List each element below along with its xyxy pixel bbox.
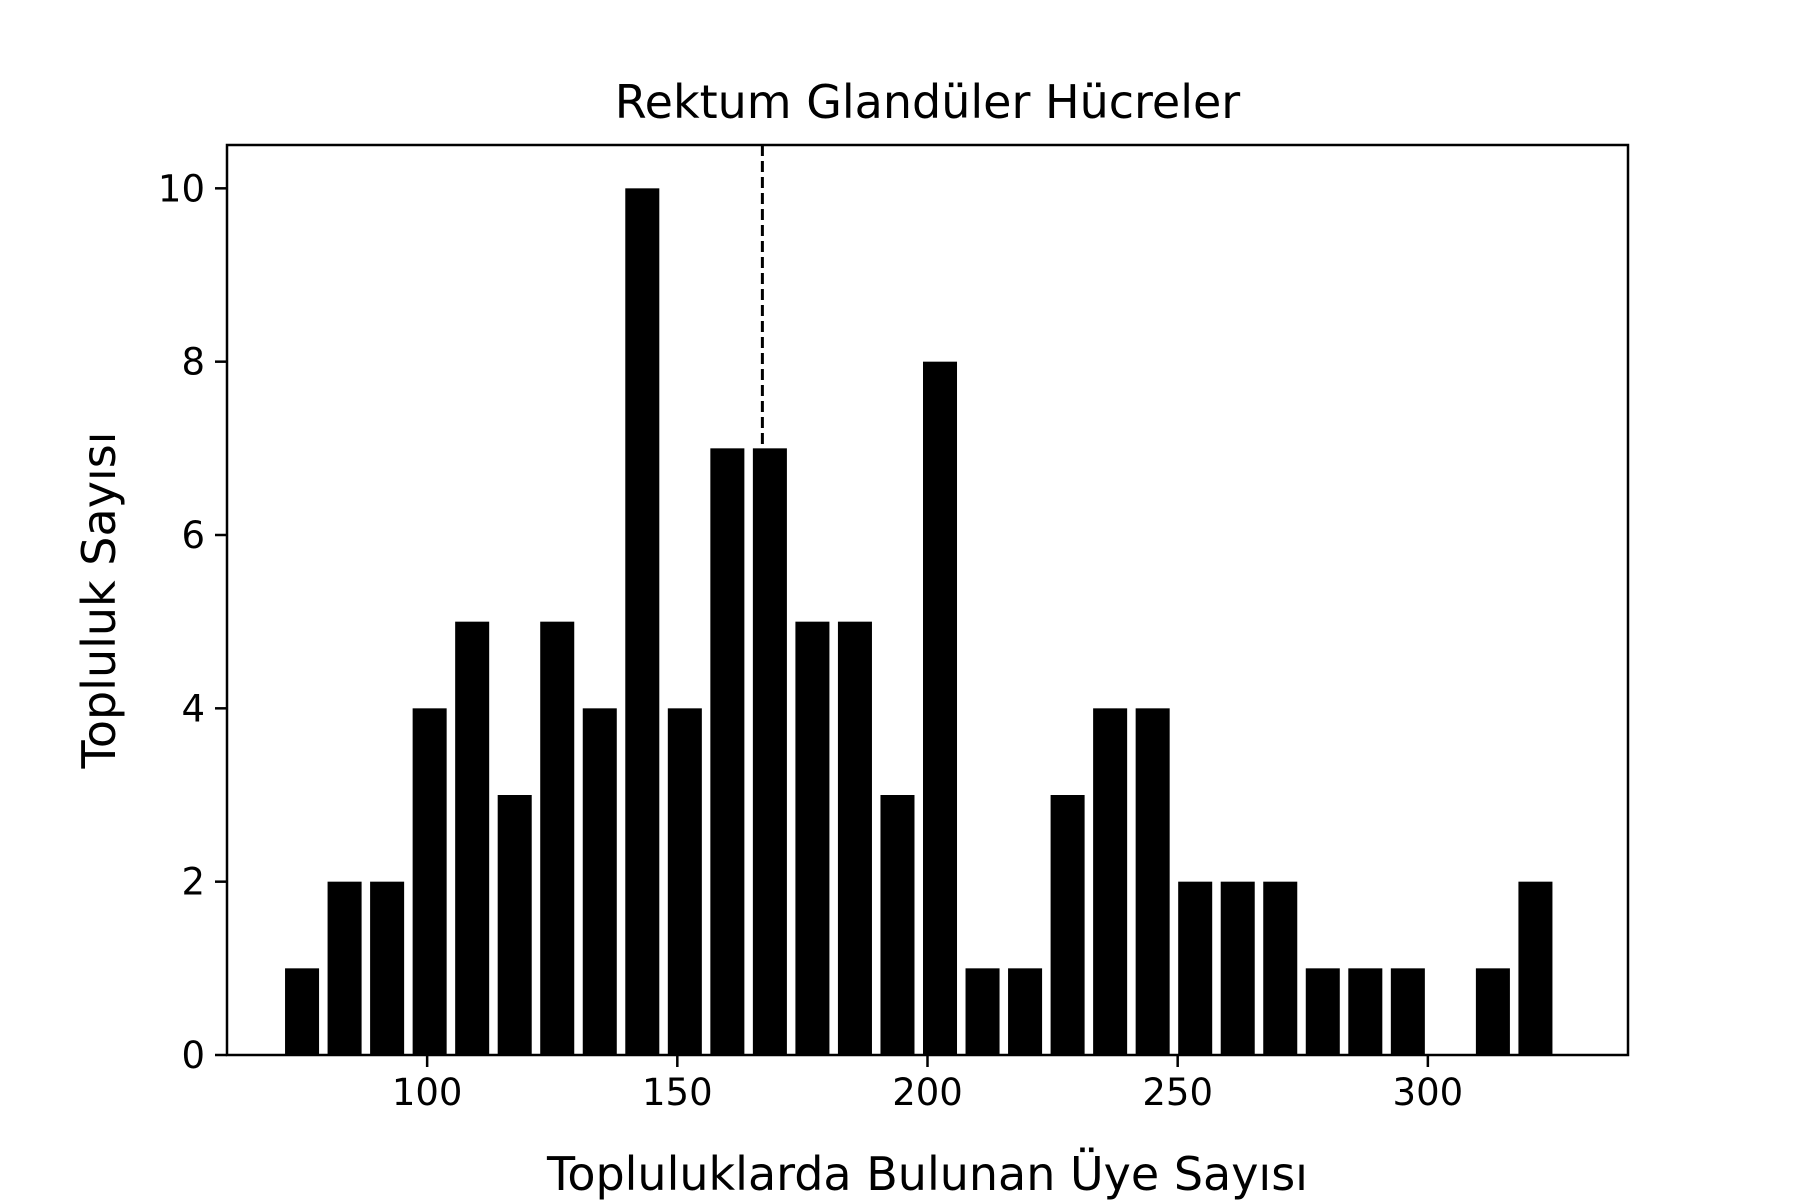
histogram-bar bbox=[285, 968, 320, 1055]
x-axis-label: Topluluklarda Bulunan Üye Sayısı bbox=[546, 1147, 1308, 1200]
histogram-bar bbox=[1305, 968, 1340, 1055]
y-axis-ticks: 0 2 4 6 8 10 bbox=[158, 167, 227, 1077]
y-tick-label: 2 bbox=[181, 861, 205, 904]
histogram-bar bbox=[370, 881, 405, 1055]
histogram-bar bbox=[1263, 881, 1298, 1055]
y-axis-label: Topluluk Sayısı bbox=[72, 432, 126, 770]
x-tick-label: 300 bbox=[1393, 1071, 1464, 1114]
histogram-bar bbox=[327, 881, 362, 1055]
x-tick-label: 200 bbox=[892, 1071, 963, 1114]
chart-title: Rektum Glandüler Hücreler bbox=[615, 75, 1241, 129]
histogram-bar bbox=[1008, 968, 1043, 1055]
y-tick-label: 0 bbox=[181, 1034, 205, 1077]
histogram-bar bbox=[1475, 968, 1510, 1055]
histogram-bar bbox=[455, 621, 490, 1055]
x-tick-label: 150 bbox=[642, 1071, 713, 1114]
histogram-bar bbox=[1348, 968, 1383, 1055]
x-axis-ticks: 100 150 200 250 300 bbox=[392, 1055, 1463, 1114]
histogram-bar bbox=[922, 361, 958, 1056]
histogram-bar bbox=[1135, 708, 1170, 1055]
histogram-bar bbox=[710, 448, 745, 1055]
x-tick-label: 250 bbox=[1142, 1071, 1213, 1114]
histogram-bar bbox=[795, 621, 830, 1055]
y-tick-label: 10 bbox=[158, 167, 205, 210]
histogram-bar bbox=[667, 708, 702, 1055]
y-tick-label: 4 bbox=[181, 687, 205, 730]
histogram-bar bbox=[1518, 881, 1553, 1055]
histogram-bar bbox=[752, 448, 787, 1055]
histogram-bar bbox=[1093, 708, 1128, 1055]
y-tick-label: 8 bbox=[181, 341, 205, 384]
histogram-bar bbox=[497, 795, 532, 1055]
histogram-bar bbox=[1390, 968, 1425, 1055]
histogram-bar bbox=[412, 708, 447, 1055]
histogram-bar bbox=[1178, 881, 1213, 1055]
histogram-bar bbox=[965, 968, 1000, 1055]
histogram-bar bbox=[1220, 881, 1255, 1055]
histogram-bar bbox=[625, 188, 660, 1056]
y-tick-label: 6 bbox=[181, 514, 205, 557]
x-tick-label: 100 bbox=[392, 1071, 463, 1114]
histogram-bar bbox=[880, 795, 915, 1055]
histogram-bar bbox=[582, 708, 617, 1055]
histogram-bar bbox=[540, 621, 575, 1055]
histogram-bar bbox=[837, 621, 872, 1055]
histogram-bar bbox=[1050, 795, 1085, 1055]
plot-frame bbox=[225, 143, 1630, 1057]
bars-group bbox=[285, 188, 1553, 1056]
